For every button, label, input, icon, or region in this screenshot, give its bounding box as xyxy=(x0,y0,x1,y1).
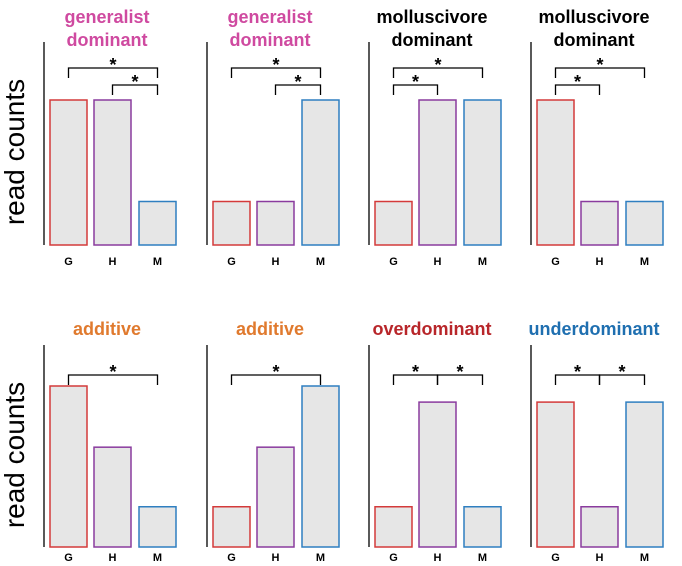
significance-bracket xyxy=(554,84,601,95)
bar-m xyxy=(301,99,340,246)
bar-m xyxy=(138,200,177,246)
x-tick-label: H xyxy=(434,256,442,268)
bar-m xyxy=(463,506,502,548)
significance-bracket xyxy=(554,67,646,78)
x-tick-label: H xyxy=(272,256,280,268)
x-tick-label: G xyxy=(551,256,560,268)
bar-h xyxy=(418,99,457,246)
y-axis-label: read counts xyxy=(0,382,30,528)
significance-bracket xyxy=(67,374,159,385)
significance-star: * xyxy=(412,72,419,92)
significance-bracket xyxy=(230,374,322,385)
panel-title: molluscivore xyxy=(538,7,649,27)
x-tick-label: H xyxy=(596,552,604,564)
panel-title: dominant xyxy=(230,30,311,50)
significance-star: * xyxy=(109,55,116,75)
significance-star: * xyxy=(574,72,581,92)
significance-star: * xyxy=(596,55,603,75)
panel-title: dominant xyxy=(67,30,148,50)
panel-title: generalist xyxy=(64,7,149,27)
bar-m xyxy=(625,401,664,548)
significance-star: * xyxy=(272,55,279,75)
panel-title: dominant xyxy=(554,30,635,50)
y-axis-label: read counts xyxy=(0,79,30,225)
panel-title: molluscivore xyxy=(376,7,487,27)
significance-bracket xyxy=(111,84,159,95)
x-tick-label: M xyxy=(153,256,162,268)
panel-title: additive xyxy=(236,319,304,339)
bar-g xyxy=(374,506,413,548)
bar-h xyxy=(580,200,619,246)
bar-h xyxy=(256,446,295,548)
significance-star: * xyxy=(456,362,463,382)
bar-m xyxy=(301,385,340,548)
panel-title: additive xyxy=(73,319,141,339)
x-tick-label: G xyxy=(64,552,73,564)
significance-star: * xyxy=(412,362,419,382)
x-tick-label: H xyxy=(596,256,604,268)
bar-g xyxy=(212,506,251,548)
bar-g xyxy=(536,99,575,246)
bar-g xyxy=(212,200,251,246)
bar-h xyxy=(256,200,295,246)
significance-star: * xyxy=(109,362,116,382)
panel-title: overdominant xyxy=(372,319,491,339)
significance-star: * xyxy=(131,72,138,92)
x-tick-label: M xyxy=(640,256,649,268)
significance-bracket xyxy=(392,84,439,95)
x-tick-label: M xyxy=(478,552,487,564)
x-tick-label: G xyxy=(64,256,73,268)
x-tick-label: G xyxy=(389,256,398,268)
x-tick-label: H xyxy=(434,552,442,564)
significance-star: * xyxy=(434,55,441,75)
significance-star: * xyxy=(618,362,625,382)
significance-bracket xyxy=(274,84,322,95)
x-tick-label: M xyxy=(478,256,487,268)
x-tick-label: H xyxy=(109,256,117,268)
bar-m xyxy=(138,506,177,548)
bar-g xyxy=(49,99,88,246)
panel-title: underdominant xyxy=(529,319,660,339)
bar-g xyxy=(374,200,413,246)
bar-h xyxy=(93,446,132,548)
significance-bracket xyxy=(436,374,484,385)
panel-title: generalist xyxy=(227,7,312,27)
x-tick-label: G xyxy=(389,552,398,564)
x-tick-label: M xyxy=(316,552,325,564)
bar-g xyxy=(536,401,575,548)
bar-m xyxy=(463,99,502,246)
significance-star: * xyxy=(574,362,581,382)
x-tick-label: M xyxy=(640,552,649,564)
significance-star: * xyxy=(272,362,279,382)
bar-h xyxy=(418,401,457,548)
bar-h xyxy=(580,506,619,548)
significance-bracket xyxy=(392,67,484,78)
x-tick-label: G xyxy=(227,552,236,564)
x-tick-label: H xyxy=(109,552,117,564)
x-tick-label: G xyxy=(227,256,236,268)
x-tick-label: H xyxy=(272,552,280,564)
significance-star: * xyxy=(294,72,301,92)
x-tick-label: G xyxy=(551,552,560,564)
panel-title: dominant xyxy=(392,30,473,50)
bar-m xyxy=(625,200,664,246)
x-tick-label: M xyxy=(316,256,325,268)
significance-bracket xyxy=(67,67,159,78)
significance-bracket xyxy=(598,374,646,385)
significance-bracket xyxy=(230,67,322,78)
x-tick-label: M xyxy=(153,552,162,564)
bar-g xyxy=(49,385,88,548)
bar-h xyxy=(93,99,132,246)
